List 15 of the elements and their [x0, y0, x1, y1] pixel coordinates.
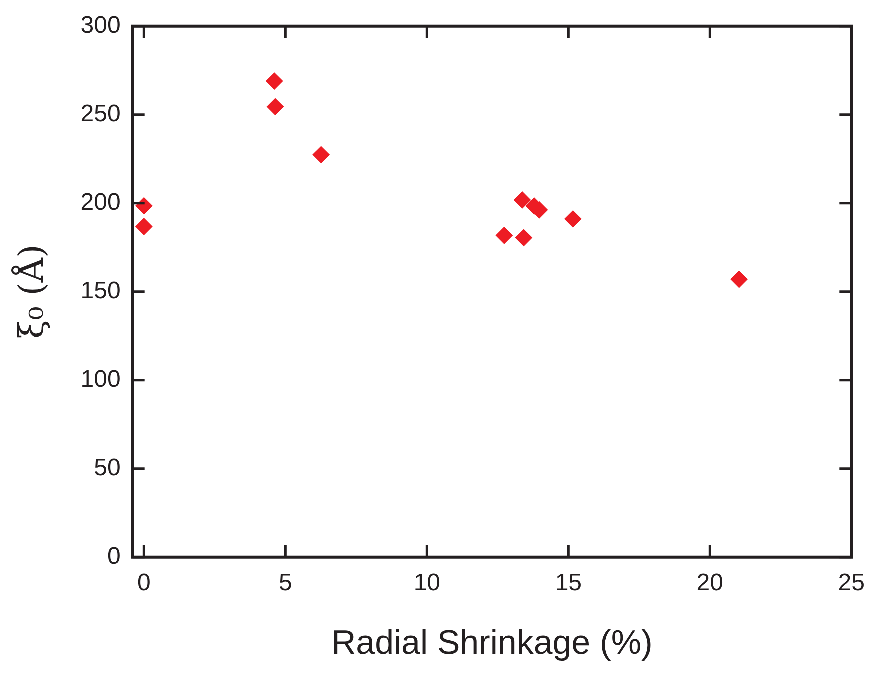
x-tick-label: 20: [696, 569, 724, 596]
y-tick-label: 300: [80, 12, 121, 40]
y-tick-label: 50: [94, 454, 121, 482]
x-axis-title: Radial Shrinkage (%): [332, 624, 653, 662]
y-tick-label: 250: [80, 100, 121, 128]
y-tick-label: 0: [107, 543, 121, 570]
x-tick-label: 10: [414, 569, 441, 596]
x-tick-label: 0: [137, 569, 151, 596]
y-tick-label: 150: [80, 278, 121, 305]
y-axis-title: ξ₀ (Å): [11, 244, 52, 340]
x-tick-label: 5: [278, 569, 292, 596]
y-tick-label: 200: [80, 189, 121, 216]
y-tick-label: 100: [80, 366, 121, 394]
x-tick-label: 15: [555, 569, 582, 596]
x-tick-label: 25: [838, 569, 866, 596]
